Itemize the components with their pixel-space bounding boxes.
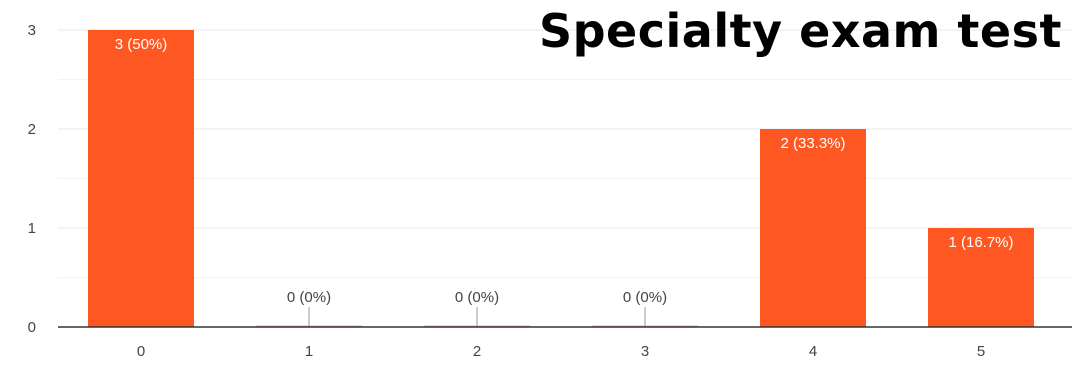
data-label: 0 (0%) — [623, 289, 667, 306]
x-axis-ticks: 0 1 2 3 4 5 — [137, 343, 985, 360]
bar — [928, 228, 1034, 327]
y-tick-label: 2 — [28, 121, 36, 138]
y-tick-label: 1 — [28, 220, 36, 237]
data-label: 1 (16.7%) — [948, 234, 1013, 251]
y-tick-label: 0 — [28, 319, 36, 336]
x-tick-label: 1 — [305, 343, 313, 360]
x-tick-label: 5 — [977, 343, 985, 360]
chart-title: Specialty exam test — [538, 4, 1062, 58]
data-label: 0 (0%) — [455, 289, 499, 306]
data-label: 2 (33.3%) — [780, 135, 845, 152]
x-tick-label: 4 — [809, 343, 817, 360]
bar — [760, 129, 866, 327]
y-axis-ticks: 0 1 2 3 — [28, 22, 36, 336]
x-tick-label: 3 — [641, 343, 649, 360]
bar — [88, 30, 194, 327]
x-tick-label: 2 — [473, 343, 481, 360]
data-labels: 3 (50%) 0 (0%) 0 (0%) 0 (0%) 2 (33.3%) 1 (16.… — [115, 36, 1014, 327]
y-tick-label: 3 — [28, 22, 36, 39]
x-tick-label: 0 — [137, 343, 145, 360]
gridlines — [58, 29, 1072, 278]
data-label: 0 (0%) — [287, 289, 331, 306]
data-label: 3 (50%) — [115, 36, 168, 53]
